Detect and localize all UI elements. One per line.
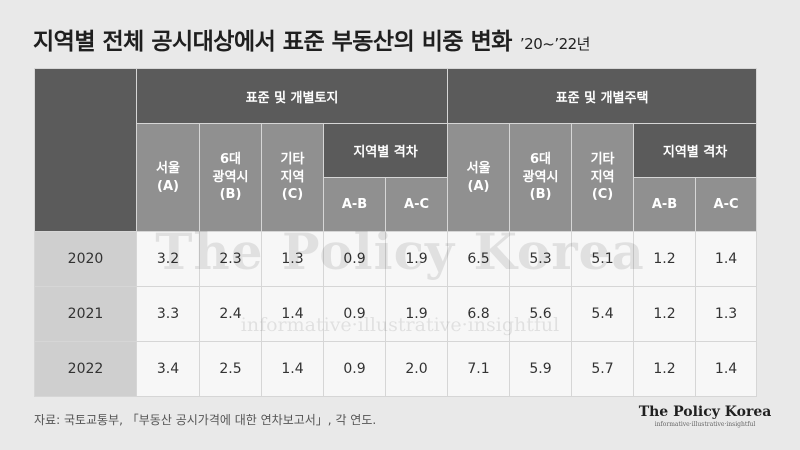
cell-land-metro: 2.4 [199,286,262,342]
col-header-ac: A-C [695,177,758,232]
row-year: 2020 [34,231,137,287]
cell-housing-metro: 5.9 [509,341,573,397]
col-header-seoul: 서울 (A) [447,123,511,232]
title-text: 지역별 전체 공시대상에서 표준 부동산의 비중 변화 [33,29,512,55]
table-row: 2022 3.4 2.5 1.4 0.9 2.0 7.1 5.9 5.7 1.2… [34,341,758,397]
row-year: 2021 [34,286,137,342]
cell-housing-seoul: 6.5 [447,231,511,287]
col-header-ab: A-B [323,177,386,232]
cell-housing-other: 5.1 [571,231,635,287]
col-header-ac: A-C [384,177,449,232]
cell-land-ac: 1.9 [384,286,449,342]
cell-housing-ab: 1.2 [633,231,697,287]
cell-housing-ac: 1.4 [695,231,758,287]
cell-housing-metro: 5.3 [509,231,573,287]
table-corner [34,68,137,232]
chart-title: 지역별 전체 공시대상에서 표준 부동산의 비중 변화 ’20~’22년 [33,22,591,56]
cell-land-ac: 1.9 [384,231,449,287]
col-header-ab: A-B [633,177,697,232]
cell-housing-ab: 1.2 [633,286,697,342]
data-table: 표준 및 개별토지 표준 및 개별주택 서울 (A) 6대 광역시 (B) 기타… [34,68,758,397]
col-header-other: 기타 지역 (C) [571,123,635,232]
table-row: 2021 3.3 2.4 1.4 0.9 1.9 6.8 5.6 5.4 1.2… [34,286,758,342]
logo-name: The Policy Korea [638,404,772,420]
row-year: 2022 [34,341,137,397]
cell-housing-ab: 1.2 [633,341,697,397]
logo-tagline: informative·illustrative·insightful [654,421,756,428]
cell-land-ac: 2.0 [384,341,449,397]
group-header-land: 표준 및 개별토지 [135,68,449,124]
cell-land-other: 1.3 [261,231,324,287]
table-row: 2020 3.2 2.3 1.3 0.9 1.9 6.5 5.3 5.1 1.2… [34,231,758,287]
brand-logo: The Policy Korea informative·illustrativ… [635,404,775,428]
cell-land-seoul: 3.3 [136,286,200,342]
cell-housing-ac: 1.4 [695,341,758,397]
cell-land-other: 1.4 [261,341,324,397]
cell-land-ab: 0.9 [323,286,386,342]
title-period: ’20~’22년 [519,35,591,53]
col-header-gap: 지역별 격차 [633,123,758,178]
cell-land-seoul: 3.4 [136,341,200,397]
col-header-metro: 6대 광역시 (B) [199,123,262,232]
cell-housing-metro: 5.6 [509,286,573,342]
col-header-gap: 지역별 격차 [322,123,449,178]
cell-housing-seoul: 6.8 [447,286,511,342]
cell-land-seoul: 3.2 [136,231,200,287]
col-header-other: 기타 지역 (C) [261,123,324,232]
cell-land-ab: 0.9 [323,231,386,287]
group-header-housing: 표준 및 개별주택 [447,68,758,124]
cell-housing-ac: 1.3 [695,286,758,342]
cell-housing-seoul: 7.1 [447,341,511,397]
cell-land-metro: 2.3 [199,231,262,287]
cell-land-ab: 0.9 [323,341,386,397]
cell-land-metro: 2.5 [199,341,262,397]
col-header-seoul: 서울 (A) [136,123,200,232]
cell-land-other: 1.4 [261,286,324,342]
cell-housing-other: 5.4 [571,286,635,342]
source-note: 자료: 국토교통부, 「부동산 공시가격에 대한 연차보고서」, 각 연도. [34,413,377,427]
col-header-metro: 6대 광역시 (B) [509,123,573,232]
cell-housing-other: 5.7 [571,341,635,397]
